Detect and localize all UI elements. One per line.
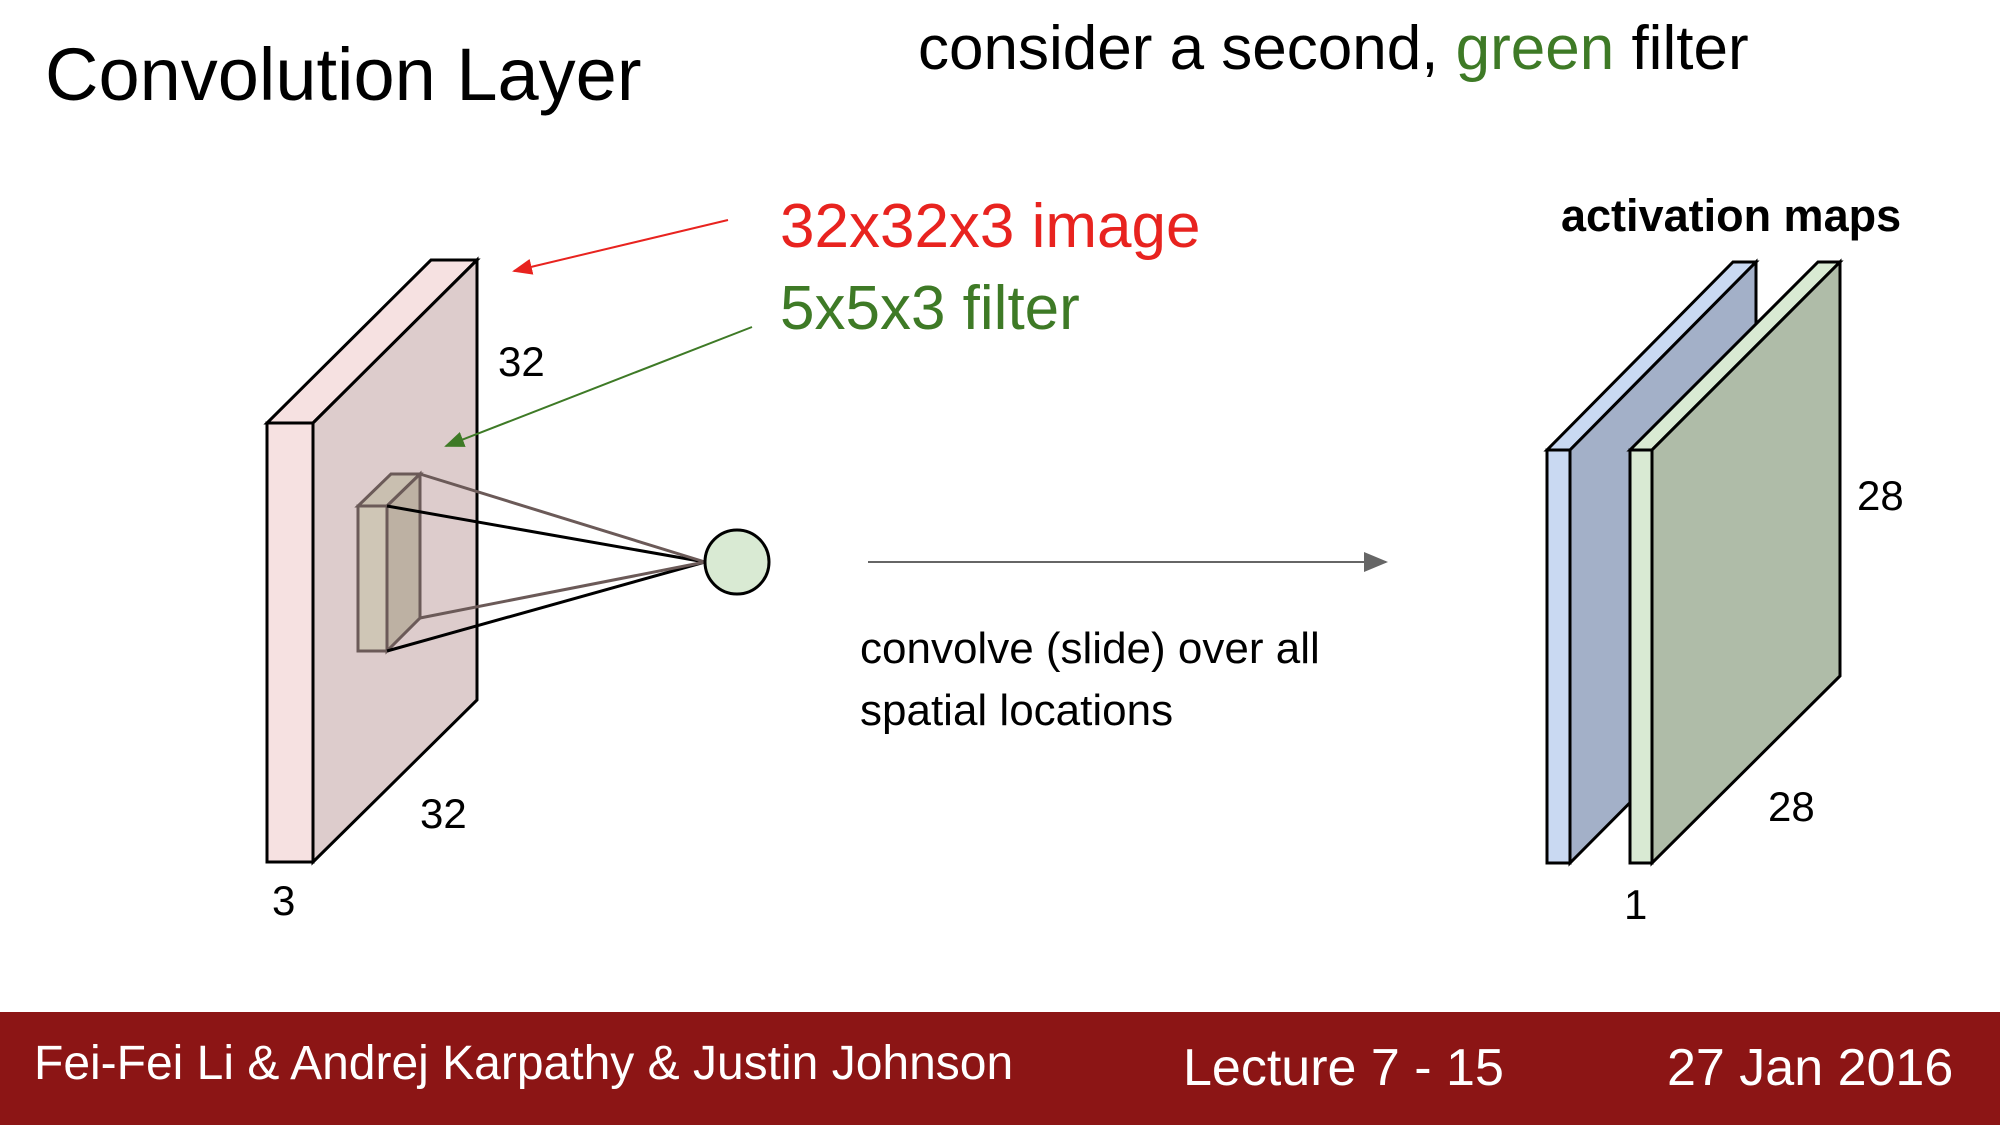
footer-bar: Fei-Fei Li & Andrej Karpathy & Justin Jo… (0, 1012, 2000, 1125)
slide-subtitle: consider a second, green filter (918, 18, 1749, 80)
receptive-field-lines (386, 472, 706, 653)
output-height-label: 28 (1857, 472, 1904, 519)
footer-lecture: Lecture 7 - 15 (1183, 1039, 1504, 1097)
convolve-line-2: spatial locations (860, 685, 1174, 735)
output-width-label: 28 (1768, 783, 1815, 830)
footer-authors: Fei-Fei Li & Andrej Karpathy & Justin Jo… (34, 1037, 1014, 1090)
convolve-description: convolve (slide) over all spatial locati… (860, 618, 1420, 741)
neuron-circle (703, 528, 771, 596)
activation-map-green (1626, 258, 1844, 867)
subtitle-text-end: filter (1614, 14, 1749, 83)
filter-size-label: 5x5x3 filter (780, 274, 1080, 343)
filter-box (354, 470, 424, 655)
input-depth-label: 3 (272, 877, 296, 924)
image-pointer-arrow (512, 219, 729, 275)
filter-pointer-arrow (444, 326, 753, 447)
subtitle-text-start: consider a second, (918, 14, 1456, 83)
input-height-label: 32 (498, 338, 545, 385)
subtitle-green-word: green (1455, 14, 1615, 83)
activation-maps-label: activation maps (1561, 190, 1902, 241)
output-depth-label: 1 (1624, 881, 1648, 928)
input-width-label: 32 (420, 790, 467, 837)
slide-title: Convolution Layer (45, 33, 642, 116)
input-volume-front (265, 421, 315, 864)
footer-date: 27 Jan 2016 (1667, 1039, 1954, 1097)
image-size-label: 32x32x3 image (780, 192, 1201, 261)
convolve-line-1: convolve (slide) over all (860, 624, 1320, 673)
